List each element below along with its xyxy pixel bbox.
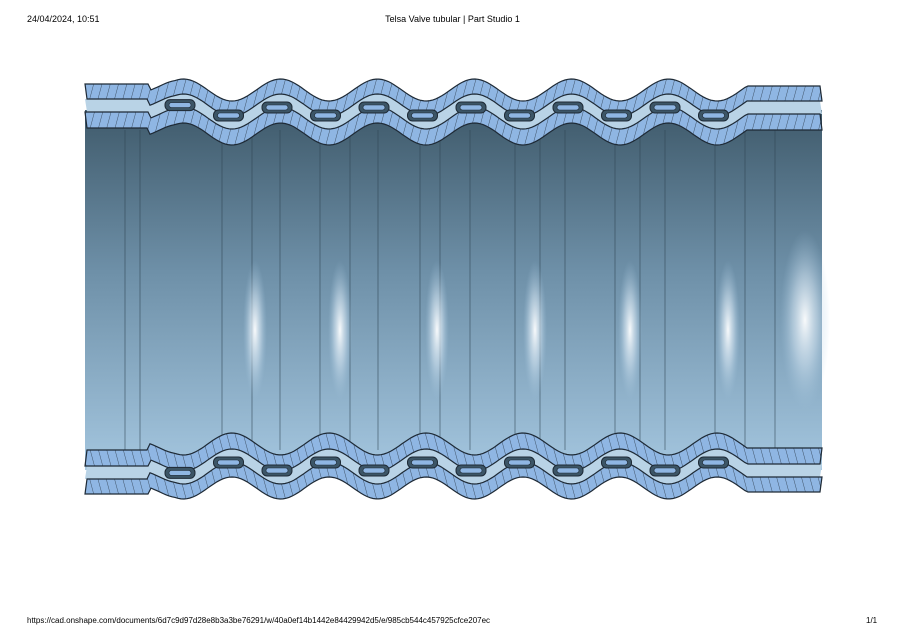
surface-highlight (618, 260, 642, 400)
inner-wall (84, 432, 823, 472)
surface-highlight (425, 260, 449, 400)
surface-highlight (716, 260, 740, 400)
bottom-wall-section (84, 432, 823, 500)
surface-highlight (328, 260, 352, 400)
surface-highlight (523, 260, 547, 400)
top-wall-section (84, 78, 823, 146)
surface-highlight (780, 230, 830, 410)
bore-interior (85, 110, 822, 470)
print-datetime: 24/04/2024, 10:51 (27, 14, 100, 24)
inner-wall (84, 106, 823, 146)
document-title: Telsa Valve tubular | Part Studio 1 (385, 14, 520, 24)
surface-highlight (243, 260, 267, 400)
document-url: https://cad.onshape.com/documents/6d7c9d… (27, 616, 491, 625)
page-number: 1/1 (866, 616, 878, 625)
